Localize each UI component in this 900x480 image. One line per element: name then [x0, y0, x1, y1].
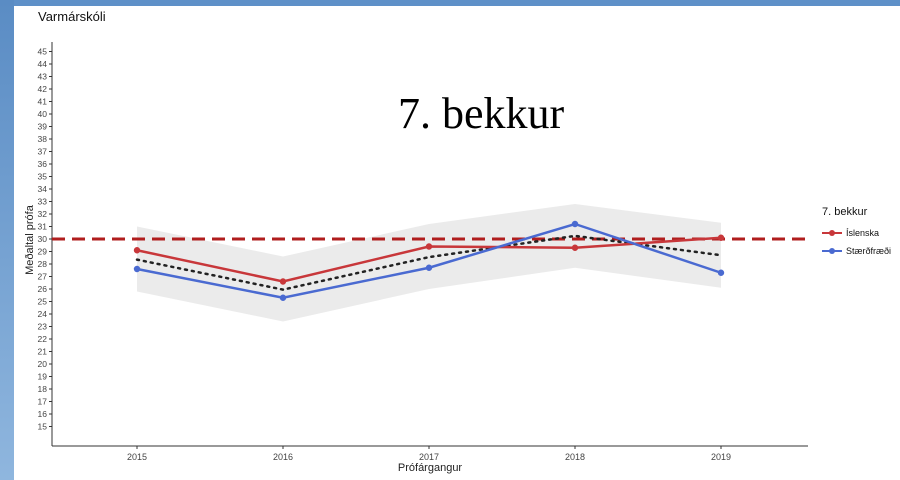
data-point — [571, 220, 579, 228]
y-tick-label: 28 — [38, 259, 48, 269]
y-tick-label: 17 — [38, 397, 48, 407]
legend: 7. bekkur Íslenska Stærðfræði — [822, 206, 891, 260]
y-tick-label: 31 — [38, 222, 48, 232]
data-point — [571, 244, 579, 251]
x-tick-label: 2018 — [565, 452, 585, 462]
axes-layer — [49, 42, 808, 449]
y-tick-label: 16 — [38, 409, 48, 419]
legend-item-staerdfraedi: Stærðfræði — [822, 242, 891, 260]
confidence-band — [137, 204, 721, 322]
y-tick-label: 43 — [38, 72, 48, 82]
data-point — [717, 269, 725, 276]
legend-label: Íslenska — [846, 228, 880, 238]
y-tick-label: 27 — [38, 272, 48, 282]
y-tick-label: 25 — [38, 297, 48, 307]
y-tick-label: 44 — [38, 59, 48, 69]
y-axis-title: Meðaltal prófa — [24, 204, 36, 275]
top-decor-band — [0, 0, 900, 6]
data-point — [279, 294, 287, 301]
average-line — [135, 234, 723, 291]
legend-item-islenska: Íslenska — [822, 224, 891, 242]
y-tick-label: 41 — [38, 97, 48, 107]
y-tick-label: 21 — [38, 347, 48, 357]
side-decor-band — [0, 0, 14, 480]
y-tick-label: 20 — [38, 359, 48, 369]
y-tick-label: 36 — [38, 159, 48, 169]
legend-swatch-islenska — [822, 228, 842, 238]
series-layer — [133, 220, 725, 301]
confidence-band-layer — [137, 204, 721, 322]
x-tick-label: 2017 — [419, 452, 439, 462]
x-tick-label: 2015 — [127, 452, 147, 462]
legend-swatch-staerdfraedi — [822, 246, 842, 256]
y-tick-label: 24 — [38, 309, 48, 319]
y-tick-label: 34 — [38, 184, 48, 194]
y-tick-label: 23 — [38, 322, 48, 332]
data-point — [279, 278, 287, 285]
average-line-layer — [135, 234, 723, 291]
x-axis-title: Prófárgangur — [398, 462, 463, 474]
legend-title: 7. bekkur — [822, 206, 868, 218]
y-tick-label: 15 — [38, 422, 48, 432]
y-tick-label: 42 — [38, 84, 48, 94]
tick-label-layer: 15 16 17 18 19 20 21 22 23 24 25 26 27 28 29 30 31 32 33 34… — [24, 47, 731, 475]
y-tick-label: 19 — [38, 372, 48, 382]
y-tick-label: 33 — [38, 197, 48, 207]
x-tick-label: 2019 — [711, 452, 731, 462]
y-tick-label: 35 — [38, 172, 48, 182]
y-tick-label: 37 — [38, 147, 48, 157]
y-tick-label: 18 — [38, 384, 48, 394]
data-point — [717, 234, 725, 241]
y-tick-label: 29 — [38, 247, 48, 257]
data-point — [133, 247, 141, 254]
y-tick-label: 39 — [38, 122, 48, 132]
y-tick-label: 32 — [38, 209, 48, 219]
data-point — [425, 264, 433, 271]
y-tick-label: 38 — [38, 134, 48, 144]
data-point — [133, 265, 141, 273]
school-name: Varmárskóli — [38, 9, 106, 24]
data-point — [425, 243, 433, 250]
legend-label: Stærðfræði — [846, 246, 892, 256]
y-tick-label: 30 — [38, 234, 48, 244]
y-tick-label: 26 — [38, 284, 48, 294]
y-tick-label: 45 — [38, 47, 48, 57]
y-tick-label: 22 — [38, 334, 48, 344]
y-tick-label: 40 — [38, 109, 48, 119]
x-tick-label: 2016 — [273, 452, 293, 462]
grade-title: 7. bekkur — [398, 89, 565, 138]
